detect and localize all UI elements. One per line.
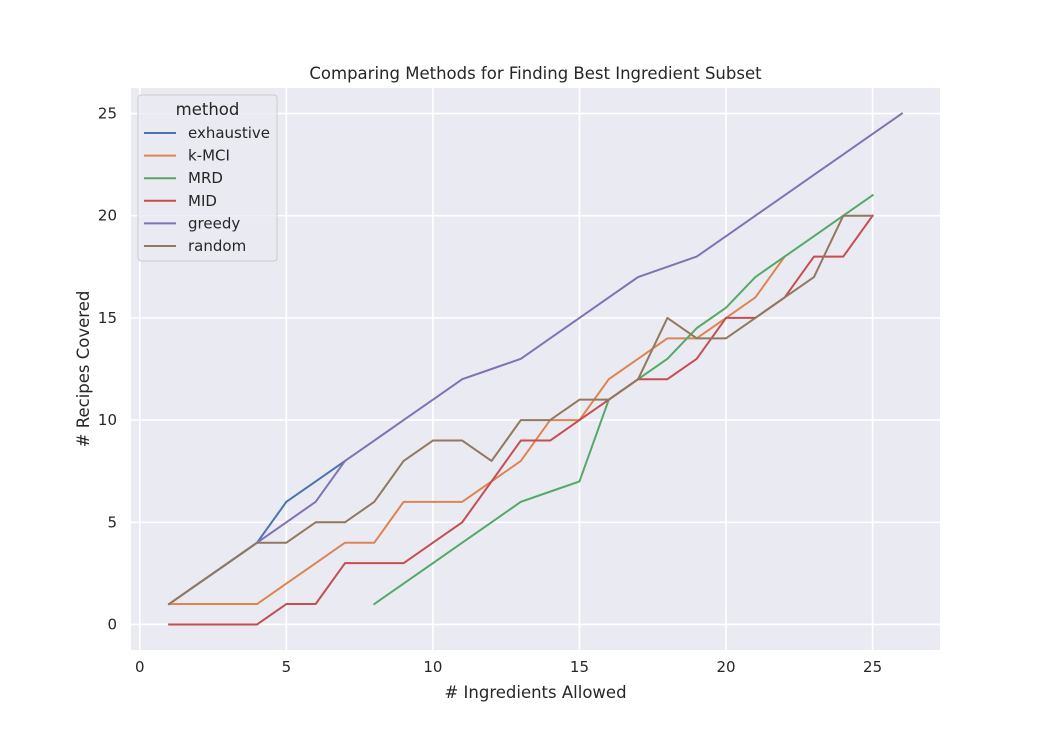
chart-title: Comparing Methods for Finding Best Ingre… <box>309 64 762 83</box>
legend-title: method <box>176 100 240 119</box>
series-line-random <box>167 214 874 606</box>
legend-label: MID <box>188 192 217 210</box>
x-axis-label: # Ingredients Allowed <box>444 683 626 702</box>
x-tick-label: 5 <box>282 658 292 676</box>
y-tick-label: 0 <box>107 615 117 633</box>
y-axis-label: # Recipes Covered <box>74 291 93 448</box>
legend-label: MRD <box>188 169 223 187</box>
legend-label: greedy <box>188 214 240 232</box>
grid-lines <box>131 88 940 650</box>
series-line-greedy <box>167 112 904 606</box>
tick-labels: 0 5 10 15 20 25 0 5 10 15 20 25 <box>98 105 882 676</box>
series-lines <box>167 112 904 626</box>
series-line-k-mci <box>168 255 787 606</box>
legend-label: k-MCI <box>188 147 230 165</box>
y-tick-label: 15 <box>98 309 117 327</box>
y-tick-label: 20 <box>98 207 117 225</box>
x-tick-label: 0 <box>135 658 145 676</box>
x-tick-label: 15 <box>570 658 589 676</box>
legend-label: exhaustive <box>188 124 270 142</box>
x-tick-label: 20 <box>716 658 735 676</box>
x-tick-label: 10 <box>423 658 442 676</box>
x-tick-label: 25 <box>863 658 882 676</box>
y-tick-label: 10 <box>98 411 117 429</box>
y-tick-label: 5 <box>107 513 117 531</box>
y-tick-label: 25 <box>98 105 117 123</box>
legend: method exhaustive k-MCI MRD MID greedy random <box>137 94 278 262</box>
legend-items: exhaustive k-MCI MRD MID greedy random <box>144 124 270 255</box>
legend-label: random <box>188 237 246 255</box>
legend-box <box>137 94 278 262</box>
